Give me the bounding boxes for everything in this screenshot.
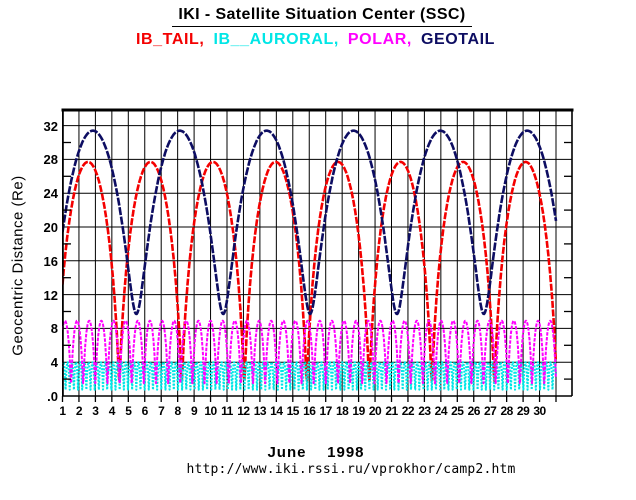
legend-item-ib_tail: IB_TAIL, [135, 31, 205, 48]
x-tick-label: 5 [125, 404, 132, 418]
x-tick-label: 7 [158, 404, 165, 418]
satellite-legend: IB_TAIL, IB__AURORAL, POLAR, GEOTAIL [2, 31, 636, 49]
x-tick-label: 10 [204, 404, 217, 418]
y-tick-label: 4 [50, 355, 58, 371]
axis-ticks [61, 141, 572, 402]
orbit-curve-ib__auroral [62, 361, 557, 391]
x-tick-label: 27 [484, 404, 497, 418]
x-tick-label: 2 [75, 404, 83, 418]
legend-item-ib__auroral: IB__AURORAL, [213, 31, 339, 48]
x-tick-label: 20 [368, 404, 382, 418]
y-tick-label: 8 [50, 321, 58, 337]
x-tick-label: 25 [451, 404, 464, 418]
y-tick-label: 24 [43, 186, 58, 202]
x-tick-label: 11 [221, 404, 233, 418]
y-tick-label: 12 [43, 287, 58, 303]
x-tick-label: 19 [352, 404, 365, 418]
x-tick-label: 4 [108, 404, 116, 418]
legend-item-polar: POLAR, [347, 31, 412, 48]
x-tick-label: 15 [286, 404, 300, 418]
x-tick-label: 1 [59, 404, 66, 418]
y-tick-label: .0 [47, 389, 58, 404]
x-tick-label: 14 [270, 404, 283, 418]
x-tick-label: 8 [174, 404, 182, 418]
plot-borders [61, 108, 574, 397]
title-row: IKI - Satellite Situation Center (SSC) [4, 6, 636, 27]
y-tick-label: 28 [43, 152, 58, 168]
x-tick-label: 18 [335, 404, 349, 418]
x-tick-label: 29 [516, 404, 530, 418]
footer-month: June 1998 [267, 444, 365, 461]
x-tick-label: 30 [533, 404, 546, 418]
x-tick-label: 22 [401, 404, 415, 418]
x-tick-label: 6 [141, 404, 149, 418]
y-tick-label: 20 [43, 220, 58, 235]
plot-gridlines [62, 110, 572, 396]
page-title: IKI - Satellite Situation Center (SSC) [172, 6, 472, 27]
x-tick-label: 17 [319, 404, 333, 418]
y-tick-label: 16 [43, 253, 58, 269]
x-tick-label: 3 [92, 404, 99, 418]
x-tick-label: 21 [385, 404, 398, 418]
orbit-curve-ib_tail [62, 160, 558, 382]
x-tick-label: 16 [303, 404, 316, 418]
orbit-curves [62, 129, 558, 391]
orbit-curve-polar [62, 319, 557, 385]
x-tick-label: 24 [434, 404, 448, 418]
x-tick-label: 12 [237, 404, 250, 418]
x-tick-label: 23 [418, 404, 431, 418]
x-tick-label: 26 [467, 404, 481, 418]
x-tick-label: 28 [500, 404, 513, 418]
legend-item-geotail: GEOTAIL [420, 31, 496, 48]
footer-url: http://www.iki.rssi.ru/vprokhor/camp2.ht… [186, 462, 516, 477]
x-tick-label: 13 [253, 404, 267, 418]
y-tick-label: 32 [43, 118, 58, 134]
orbit-curve-geotail [62, 129, 558, 316]
x-tick-label: 9 [191, 404, 198, 418]
y-axis-title: Geocentric Distance (Re) [9, 175, 27, 356]
